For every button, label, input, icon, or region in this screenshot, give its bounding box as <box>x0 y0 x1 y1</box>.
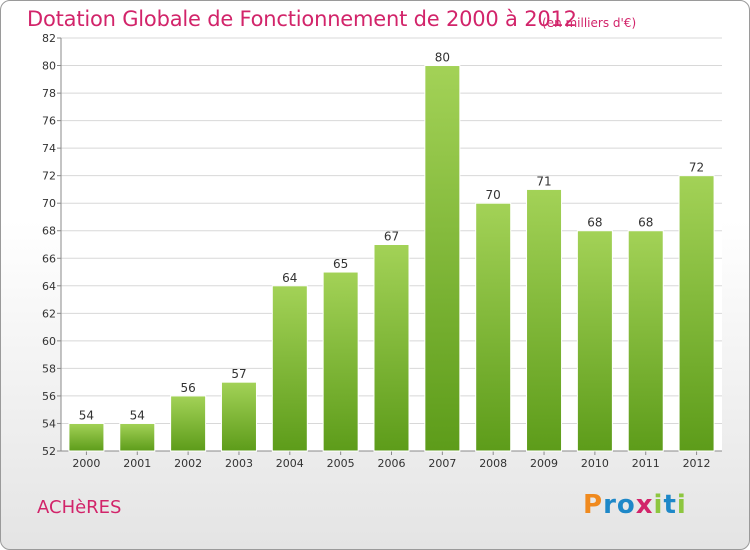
logo-letter: t <box>663 490 677 520</box>
bar-2002 <box>170 395 207 452</box>
commune-name: ACHèRES <box>37 497 122 518</box>
logo-letter: r <box>603 490 617 520</box>
y-tick-label: 60 <box>42 335 56 348</box>
data-label-2012: 72 <box>689 161 704 175</box>
data-label-2002: 56 <box>180 381 195 395</box>
x-tick-label-2011: 2011 <box>632 457 660 470</box>
x-tick-label-2006: 2006 <box>378 457 406 470</box>
x-tick-label-2002: 2002 <box>174 457 202 470</box>
logo-letter: i <box>676 490 687 520</box>
y-tick-label: 58 <box>42 362 56 375</box>
x-tick-label-2008: 2008 <box>479 457 507 470</box>
chart-title: Dotation Globale de Fonctionnement de 20… <box>27 7 577 31</box>
data-label-2000: 54 <box>79 408 94 422</box>
x-tick-label-2012: 2012 <box>683 457 711 470</box>
y-tick-label: 56 <box>42 390 56 403</box>
data-label-2001: 54 <box>130 408 145 422</box>
y-tick-label: 66 <box>42 252 56 265</box>
bar-2001 <box>119 422 156 452</box>
bar-2003 <box>220 381 257 452</box>
y-tick-label: 62 <box>42 307 56 320</box>
y-tick-label: 80 <box>42 60 56 73</box>
data-label-2011: 68 <box>638 216 653 230</box>
bar-2004 <box>271 285 308 452</box>
bar-2011 <box>627 230 664 452</box>
data-label-2003: 57 <box>231 367 246 381</box>
data-label-2010: 68 <box>587 216 602 230</box>
y-tick-label: 54 <box>42 417 56 430</box>
x-tick-label-2010: 2010 <box>581 457 609 470</box>
x-tick-label-2007: 2007 <box>428 457 456 470</box>
bar-2005 <box>322 271 359 452</box>
data-label-2008: 70 <box>486 188 501 202</box>
bar-2008 <box>475 202 512 452</box>
x-tick-label-2000: 2000 <box>72 457 100 470</box>
bar-2006 <box>373 244 410 452</box>
bar-2007 <box>424 65 461 452</box>
data-label-2006: 67 <box>384 230 399 244</box>
data-label-2005: 65 <box>333 257 348 271</box>
y-tick-label: 64 <box>42 280 56 293</box>
x-tick-label-2003: 2003 <box>225 457 253 470</box>
y-tick-label: 52 <box>42 445 56 458</box>
y-tick-label: 68 <box>42 225 56 238</box>
bar-2012 <box>678 175 715 452</box>
logo-letter: x <box>635 490 654 520</box>
bar-2010 <box>576 230 613 452</box>
x-tick-label-2009: 2009 <box>530 457 558 470</box>
x-tick-label-2001: 2001 <box>123 457 151 470</box>
y-tick-label: 82 <box>42 32 56 45</box>
logo-letter: o <box>616 490 636 520</box>
x-tick-label-2004: 2004 <box>276 457 304 470</box>
bar-2009 <box>526 188 563 452</box>
data-label-2004: 64 <box>282 271 297 285</box>
y-tick-label: 74 <box>42 142 56 155</box>
data-label-2009: 71 <box>536 174 551 188</box>
proxiti-logo: Proxiti <box>583 490 687 520</box>
bar-2000 <box>68 422 105 452</box>
y-tick-label: 70 <box>42 197 56 210</box>
chart-subtitle: (en milliers d'€) <box>542 16 637 30</box>
logo-letter: P <box>583 490 604 520</box>
y-tick-label: 72 <box>42 170 56 183</box>
bars <box>68 65 715 452</box>
y-tick-label: 78 <box>42 87 56 100</box>
data-label-2007: 80 <box>435 51 450 65</box>
logo-letter: i <box>653 490 664 520</box>
y-tick-label: 76 <box>42 115 56 128</box>
labels: 52 54 56 58 60 62 64 66 68 70 72 74 76 78 80 82 54 2000 54… <box>42 32 711 470</box>
x-tick-label-2005: 2005 <box>327 457 355 470</box>
